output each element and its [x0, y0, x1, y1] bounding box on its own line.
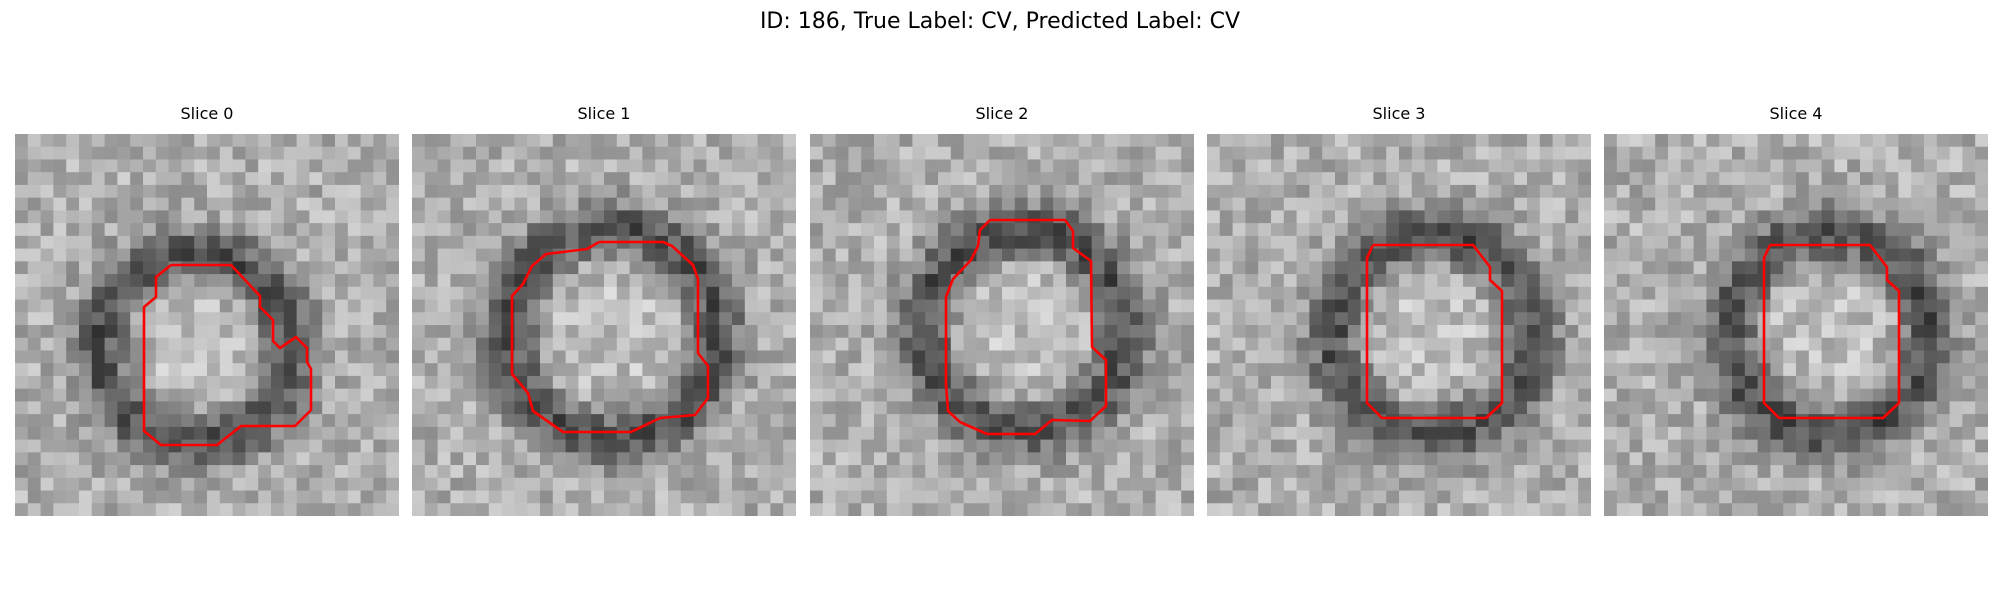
- segmentation-contour: [944, 218, 1108, 436]
- segmentation-contour: [510, 240, 710, 434]
- figure-title: ID: 186, True Label: CV, Predicted Label…: [759, 9, 1241, 34]
- segmentation-contour: [1365, 243, 1504, 420]
- slice-title: Slice 0: [180, 104, 234, 123]
- slice-title: Slice 1: [577, 104, 631, 123]
- slice-image-2: [810, 134, 1194, 516]
- grayscale-patch: [1207, 134, 1591, 516]
- grayscale-patch: [15, 134, 399, 516]
- segmentation-contour: [142, 263, 313, 447]
- slice-title: Slice 3: [1372, 104, 1426, 123]
- grayscale-patch: [810, 134, 1194, 516]
- slice-title: Slice 2: [975, 104, 1029, 123]
- slice-image-4: [1604, 134, 1988, 516]
- slice-title: Slice 4: [1769, 104, 1823, 123]
- slice-image-1: [412, 134, 796, 516]
- grayscale-patch: [412, 134, 796, 516]
- grayscale-patch: [1604, 134, 1988, 516]
- segmentation-contour: [1762, 243, 1901, 420]
- slice-image-0: [15, 134, 399, 516]
- slice-image-3: [1207, 134, 1591, 516]
